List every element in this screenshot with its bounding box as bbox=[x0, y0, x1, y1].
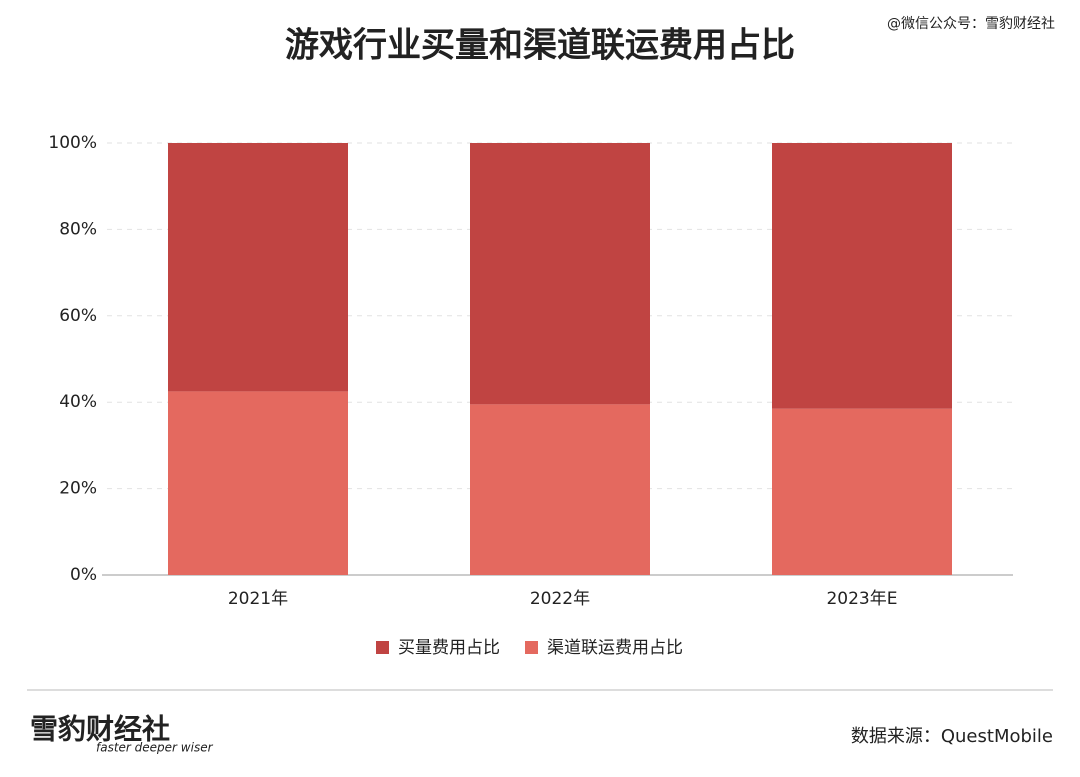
y-tick-label: 100% bbox=[48, 133, 97, 153]
bar-segment bbox=[772, 408, 952, 575]
y-tick-label: 0% bbox=[70, 565, 97, 585]
x-tick-label: 2021年 bbox=[228, 589, 288, 609]
watermark: @微信公众号：雪豹财经社 bbox=[887, 16, 1055, 32]
bar-segment bbox=[772, 143, 952, 409]
legend-swatch bbox=[376, 641, 389, 654]
bar-segment bbox=[168, 143, 348, 392]
y-tick-label: 80% bbox=[59, 219, 97, 239]
x-tick-label: 2022年 bbox=[530, 589, 590, 609]
bar-segment bbox=[168, 391, 348, 575]
x-tick-label: 2023年E bbox=[826, 589, 897, 609]
chart-title: 游戏行业买量和渠道联运费用占比 bbox=[285, 26, 795, 66]
y-tick-label: 20% bbox=[59, 479, 97, 499]
legend-swatch bbox=[525, 641, 538, 654]
logo-slogan: faster deeper wiser bbox=[96, 741, 214, 755]
legend-label: 买量费用占比 bbox=[398, 638, 500, 658]
y-tick-label: 60% bbox=[59, 306, 97, 326]
y-tick-label: 40% bbox=[59, 392, 97, 412]
bar-segment bbox=[470, 143, 650, 405]
legend-label: 渠道联运费用占比 bbox=[547, 638, 683, 658]
logo-name: 雪豹财经社 bbox=[30, 713, 170, 746]
bar-segment bbox=[470, 404, 650, 575]
source: 数据来源：QuestMobile bbox=[851, 726, 1053, 747]
